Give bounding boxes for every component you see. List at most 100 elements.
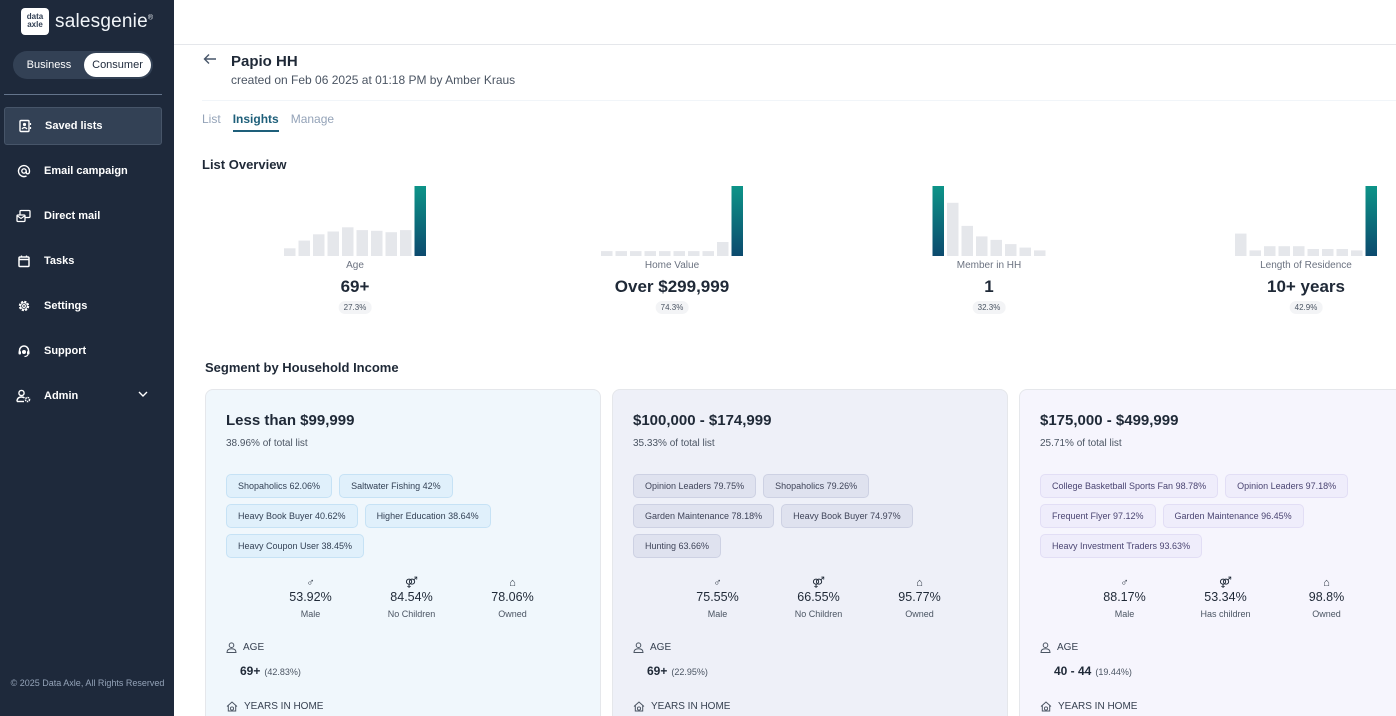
- logo[interactable]: data axle salesgenie®: [21, 8, 153, 35]
- segment-card-high-income[interactable]: $175,000 - $499,999 25.71% of total list…: [1019, 389, 1396, 716]
- segment-title: $175,000 - $499,999: [1040, 412, 1179, 429]
- overview-percent-badge: 74.3%: [655, 301, 689, 314]
- distribution-bar: [298, 240, 310, 256]
- overview-label: Home Value: [644, 260, 700, 271]
- sidebar-item-admin[interactable]: Admin: [4, 377, 162, 415]
- stat-value: 66.55%: [797, 590, 840, 604]
- interest-chip: Hunting 63.66%: [633, 534, 722, 558]
- stat-value: 88.17%: [1103, 590, 1146, 604]
- distribution-bar: [356, 230, 368, 256]
- male-icon: ♂: [306, 577, 315, 589]
- consumer-toggle-option[interactable]: Consumer: [84, 53, 151, 77]
- sidebar-item-saved-lists[interactable]: Saved lists: [4, 107, 162, 145]
- sidebar-item-tasks[interactable]: Tasks: [4, 242, 162, 280]
- sidebar-item-direct-mail[interactable]: Direct mail: [4, 197, 162, 235]
- distribution-bar: [1034, 250, 1046, 256]
- highlight-bar: [932, 186, 944, 256]
- distribution-bar: [1307, 249, 1319, 256]
- interest-chip: Garden Maintenance 78.18%: [633, 504, 775, 528]
- page-title: Papio HH: [231, 53, 298, 70]
- distribution-bar: [385, 232, 397, 256]
- distribution-bar: [1322, 249, 1334, 256]
- interest-chip: Heavy Book Buyer 40.62%: [226, 504, 358, 528]
- calendar-icon: [4, 254, 44, 268]
- stat-ownership: ⌂ 95.77% Owned: [869, 577, 970, 619]
- segment-card-low-income[interactable]: Less than $99,999 38.96% of total list S…: [205, 389, 601, 716]
- chevron-down-icon[interactable]: [138, 389, 148, 401]
- tab-list[interactable]: List: [202, 112, 221, 126]
- home-icon: ⌂: [509, 577, 516, 589]
- stat-label: Owned: [498, 609, 527, 619]
- stat-value: 78.06%: [491, 590, 534, 604]
- sidebar-item-label: Direct mail: [44, 210, 101, 222]
- segment-card-mid-income[interactable]: $100,000 - $174,999 35.33% of total list…: [612, 389, 1008, 716]
- interest-chip: College Basketball Sports Fan 98.78%: [1040, 474, 1219, 498]
- segment-title: Segment by Household Income: [205, 360, 399, 375]
- years-in-home-label: YEARS IN HOME: [244, 701, 324, 712]
- overview-percent-badge: 42.9%: [1289, 301, 1323, 314]
- main-content: Papio HH created on Feb 06 2025 at 01:18…: [174, 46, 1396, 716]
- tab-bar: List Insights Manage: [202, 112, 334, 132]
- back-arrow-icon[interactable]: [203, 52, 217, 70]
- overview-length-of-residence: Length of Residence 10+ years 42.9%: [1206, 182, 1396, 322]
- sidebar: data axle salesgenie® Business Consumer S…: [0, 0, 174, 716]
- tab-insights[interactable]: Insights: [232, 112, 279, 132]
- sidebar-item-label: Tasks: [44, 255, 75, 267]
- distribution-bar: [371, 230, 383, 256]
- stat-ownership: ⌂ 78.06% Owned: [462, 577, 563, 619]
- couple-icon: ⚤: [405, 577, 418, 589]
- person-icon: [1040, 642, 1051, 653]
- stat-value: 98.8%: [1308, 590, 1345, 604]
- highlight-bar: [731, 186, 743, 256]
- age-distribution-chart: [284, 186, 426, 256]
- distribution-bar: [1264, 246, 1276, 256]
- sidebar-item-email-campaign[interactable]: Email campaign: [4, 152, 162, 190]
- distribution-bar: [1278, 246, 1290, 256]
- stat-gender: ♂ 88.17% Male: [1074, 577, 1175, 619]
- home-time-icon: [1040, 701, 1052, 712]
- member-in-hh-distribution-chart: [932, 186, 1046, 256]
- age-range: 69+: [240, 664, 261, 678]
- male-icon: ♂: [1120, 577, 1129, 589]
- male-icon: ♂: [713, 577, 722, 589]
- age-label: AGE: [1057, 642, 1079, 653]
- sidebar-item-label: Settings: [44, 300, 88, 312]
- distribution-bar: [601, 251, 613, 256]
- sidebar-item-label: Admin: [44, 390, 79, 402]
- stat-label: Owned: [905, 609, 934, 619]
- home-icon: ⌂: [1323, 577, 1330, 589]
- overview-home-value: Home Value Over $299,999 74.3%: [572, 182, 772, 322]
- interest-chip: Higher Education 38.64%: [364, 504, 491, 528]
- person-icon: [226, 642, 237, 653]
- person-icon: [633, 642, 644, 653]
- age-percent: (42.83%): [264, 667, 301, 677]
- business-toggle-option[interactable]: Business: [26, 59, 72, 71]
- age-range: 69+: [647, 664, 668, 678]
- sidebar-item-label: Saved lists: [45, 120, 103, 132]
- distribution-bar: [688, 251, 700, 256]
- stat-label: Owned: [1312, 609, 1341, 619]
- highlight-bar: [1365, 186, 1377, 256]
- interest-chip: Shopaholics 79.26%: [763, 474, 870, 498]
- segment-title: $100,000 - $174,999: [633, 412, 772, 429]
- family-icon: ⚤: [1219, 577, 1232, 589]
- sidebar-item-settings[interactable]: Settings: [4, 287, 162, 325]
- highlight-bar: [414, 186, 426, 256]
- stat-label: No Children: [387, 609, 436, 619]
- age-percent: (22.95%): [671, 667, 708, 677]
- distribution-bar: [961, 225, 973, 256]
- age-heading: AGE: [226, 642, 264, 653]
- sidebar-item-support[interactable]: Support: [4, 332, 162, 370]
- age-label: AGE: [243, 642, 265, 653]
- years-in-home-heading: YEARS IN HOME: [1040, 701, 1137, 712]
- distribution-bar: [644, 251, 656, 256]
- distribution-bar: [976, 236, 988, 256]
- overview-percent-badge: 27.3%: [338, 301, 372, 314]
- distribution-bar: [673, 251, 685, 256]
- interest-chips: College Basketball Sports Fan 98.78% Opi…: [1040, 474, 1396, 558]
- couple-icon: ⚤: [812, 577, 825, 589]
- overview-member-in-hh: Member in HH 1 32.3%: [889, 182, 1089, 322]
- tab-manage[interactable]: Manage: [290, 112, 335, 126]
- distribution-bar: [702, 251, 714, 256]
- distribution-bar: [1336, 249, 1348, 256]
